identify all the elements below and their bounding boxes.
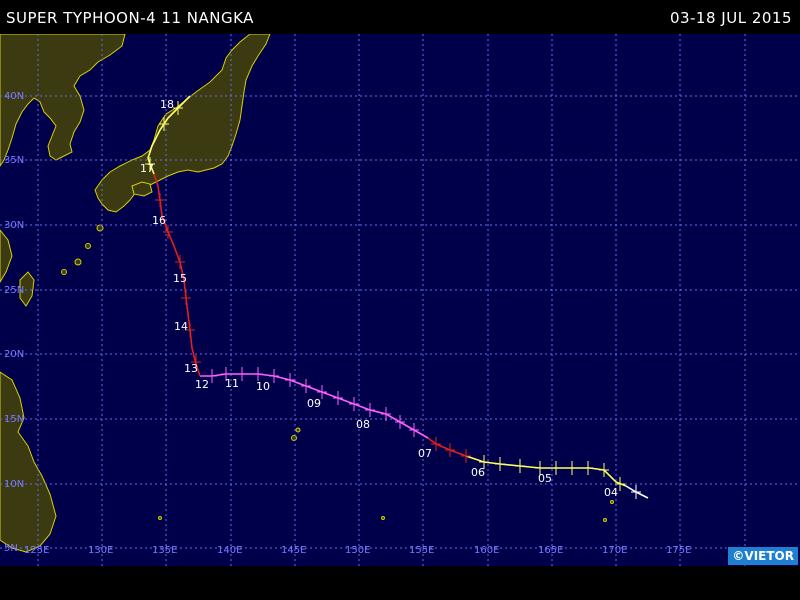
island (158, 516, 162, 520)
day-label: 11 (225, 377, 239, 390)
day-label: 12 (195, 378, 209, 391)
storm-title: SUPER TYPHOON-4 11 NANGKA (6, 9, 254, 27)
day-label: 16 (152, 214, 166, 227)
day-label: 06 (471, 466, 485, 479)
lon-label: 170E (602, 545, 627, 556)
land-masses (0, 34, 614, 553)
day-label: 15 (173, 272, 187, 285)
island (603, 518, 607, 522)
lat-label: 20N (4, 349, 24, 360)
lat-label: 25N (4, 285, 24, 296)
ocean (0, 34, 800, 566)
header-bar: SUPER TYPHOON-4 11 NANGKA 03-18 JUL 2015 (0, 0, 800, 34)
track-segment (200, 373, 429, 439)
island (61, 269, 67, 275)
day-label: 07 (418, 447, 432, 460)
lat-label: 15N (4, 414, 24, 425)
lat-label: 10N (4, 479, 24, 490)
land-philippines (0, 371, 57, 553)
lon-label: 150E (345, 545, 370, 556)
lon-labels: 125E 130E 135E 140E 145E 150E 155E 160E 165E 170E… (24, 545, 691, 556)
day-labels: 04 05 06 07 08 09 10 11 12 13 14 15 16 17 18 (140, 98, 618, 499)
day-label: 09 (307, 397, 321, 410)
day-label: 04 (604, 486, 618, 499)
island (85, 243, 91, 249)
land-shikoku (131, 181, 153, 197)
land-korea-china (0, 34, 126, 167)
lon-label: 155E (409, 545, 434, 556)
track-ticks (145, 101, 641, 499)
lon-label: 140E (217, 545, 242, 556)
lat-label: 35N (4, 155, 24, 166)
track-map: 40N 35N 30N 25N 20N 15N 10N 5N 125E 130E 135E 140E… (0, 34, 800, 566)
day-label: 10 (256, 380, 270, 393)
island (295, 427, 301, 433)
lon-label: 135E (152, 545, 177, 556)
lat-label: 30N (4, 220, 24, 231)
lon-label: 160E (474, 545, 499, 556)
footer-bar (0, 566, 800, 600)
island (291, 435, 297, 441)
land-taiwan (19, 271, 35, 307)
track-segment (427, 437, 467, 457)
lon-label: 145E (281, 545, 306, 556)
island (74, 258, 82, 266)
day-label: 17 (140, 162, 154, 175)
lon-label: 165E (538, 545, 563, 556)
lat-labels: 40N 35N 30N 25N 20N 15N 10N 5N (4, 91, 24, 554)
island (381, 516, 385, 520)
lon-label: 175E (666, 545, 691, 556)
day-label: 14 (174, 320, 188, 333)
date-range: 03-18 JUL 2015 (669, 9, 792, 27)
lon-label: 130E (88, 545, 113, 556)
day-label: 05 (538, 472, 552, 485)
island (610, 500, 614, 504)
land-china-south (0, 229, 13, 283)
lon-label: 125E (24, 545, 49, 556)
day-label: 08 (356, 418, 370, 431)
credit-badge: ©VIETOR (728, 547, 798, 565)
lat-label: 5N (4, 543, 18, 554)
lat-label: 40N (4, 91, 24, 102)
day-label: 13 (184, 362, 198, 375)
day-label: 18 (160, 98, 174, 111)
